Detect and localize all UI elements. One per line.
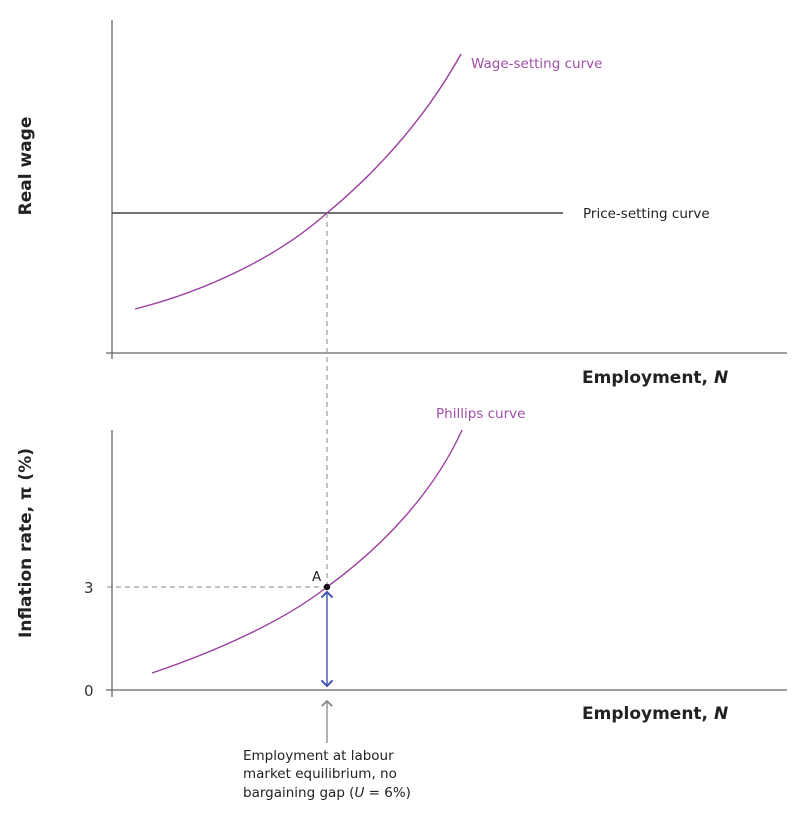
bottom-panel: Phillips curve 3 0 A Inflation rate, π (… [16,406,787,801]
y-tick-0: 0 [84,682,94,700]
bottom-y-axis-label: Inflation rate, π (%) [16,448,36,638]
price-setting-label: Price-setting curve [583,206,710,222]
svg-text:market equilibrium, no: market equilibrium, no [243,766,397,782]
svg-text:bargaining gap (U = 6%): bargaining gap (U = 6%) [243,785,411,801]
phillips-curve [151,429,463,674]
top-y-axis-label: Real wage [16,117,36,216]
top-panel: Wage-setting curve Price-setting curve R… [16,20,787,388]
wage-setting-label: Wage-setting curve [471,56,602,72]
equilibrium-annotation: Employment at labour market equilibrium,… [243,748,411,801]
top-x-axis-label: Employment, N [582,368,728,388]
point-a-label: A [312,569,322,585]
phillips-curve-label: Phillips curve [436,406,525,422]
point-a [323,583,331,591]
y-tick-3: 3 [84,579,94,597]
svg-text:Employment at labour: Employment at labour [243,748,394,764]
bottom-x-axis-label: Employment, N [582,704,728,724]
wage-setting-curve [134,53,462,310]
